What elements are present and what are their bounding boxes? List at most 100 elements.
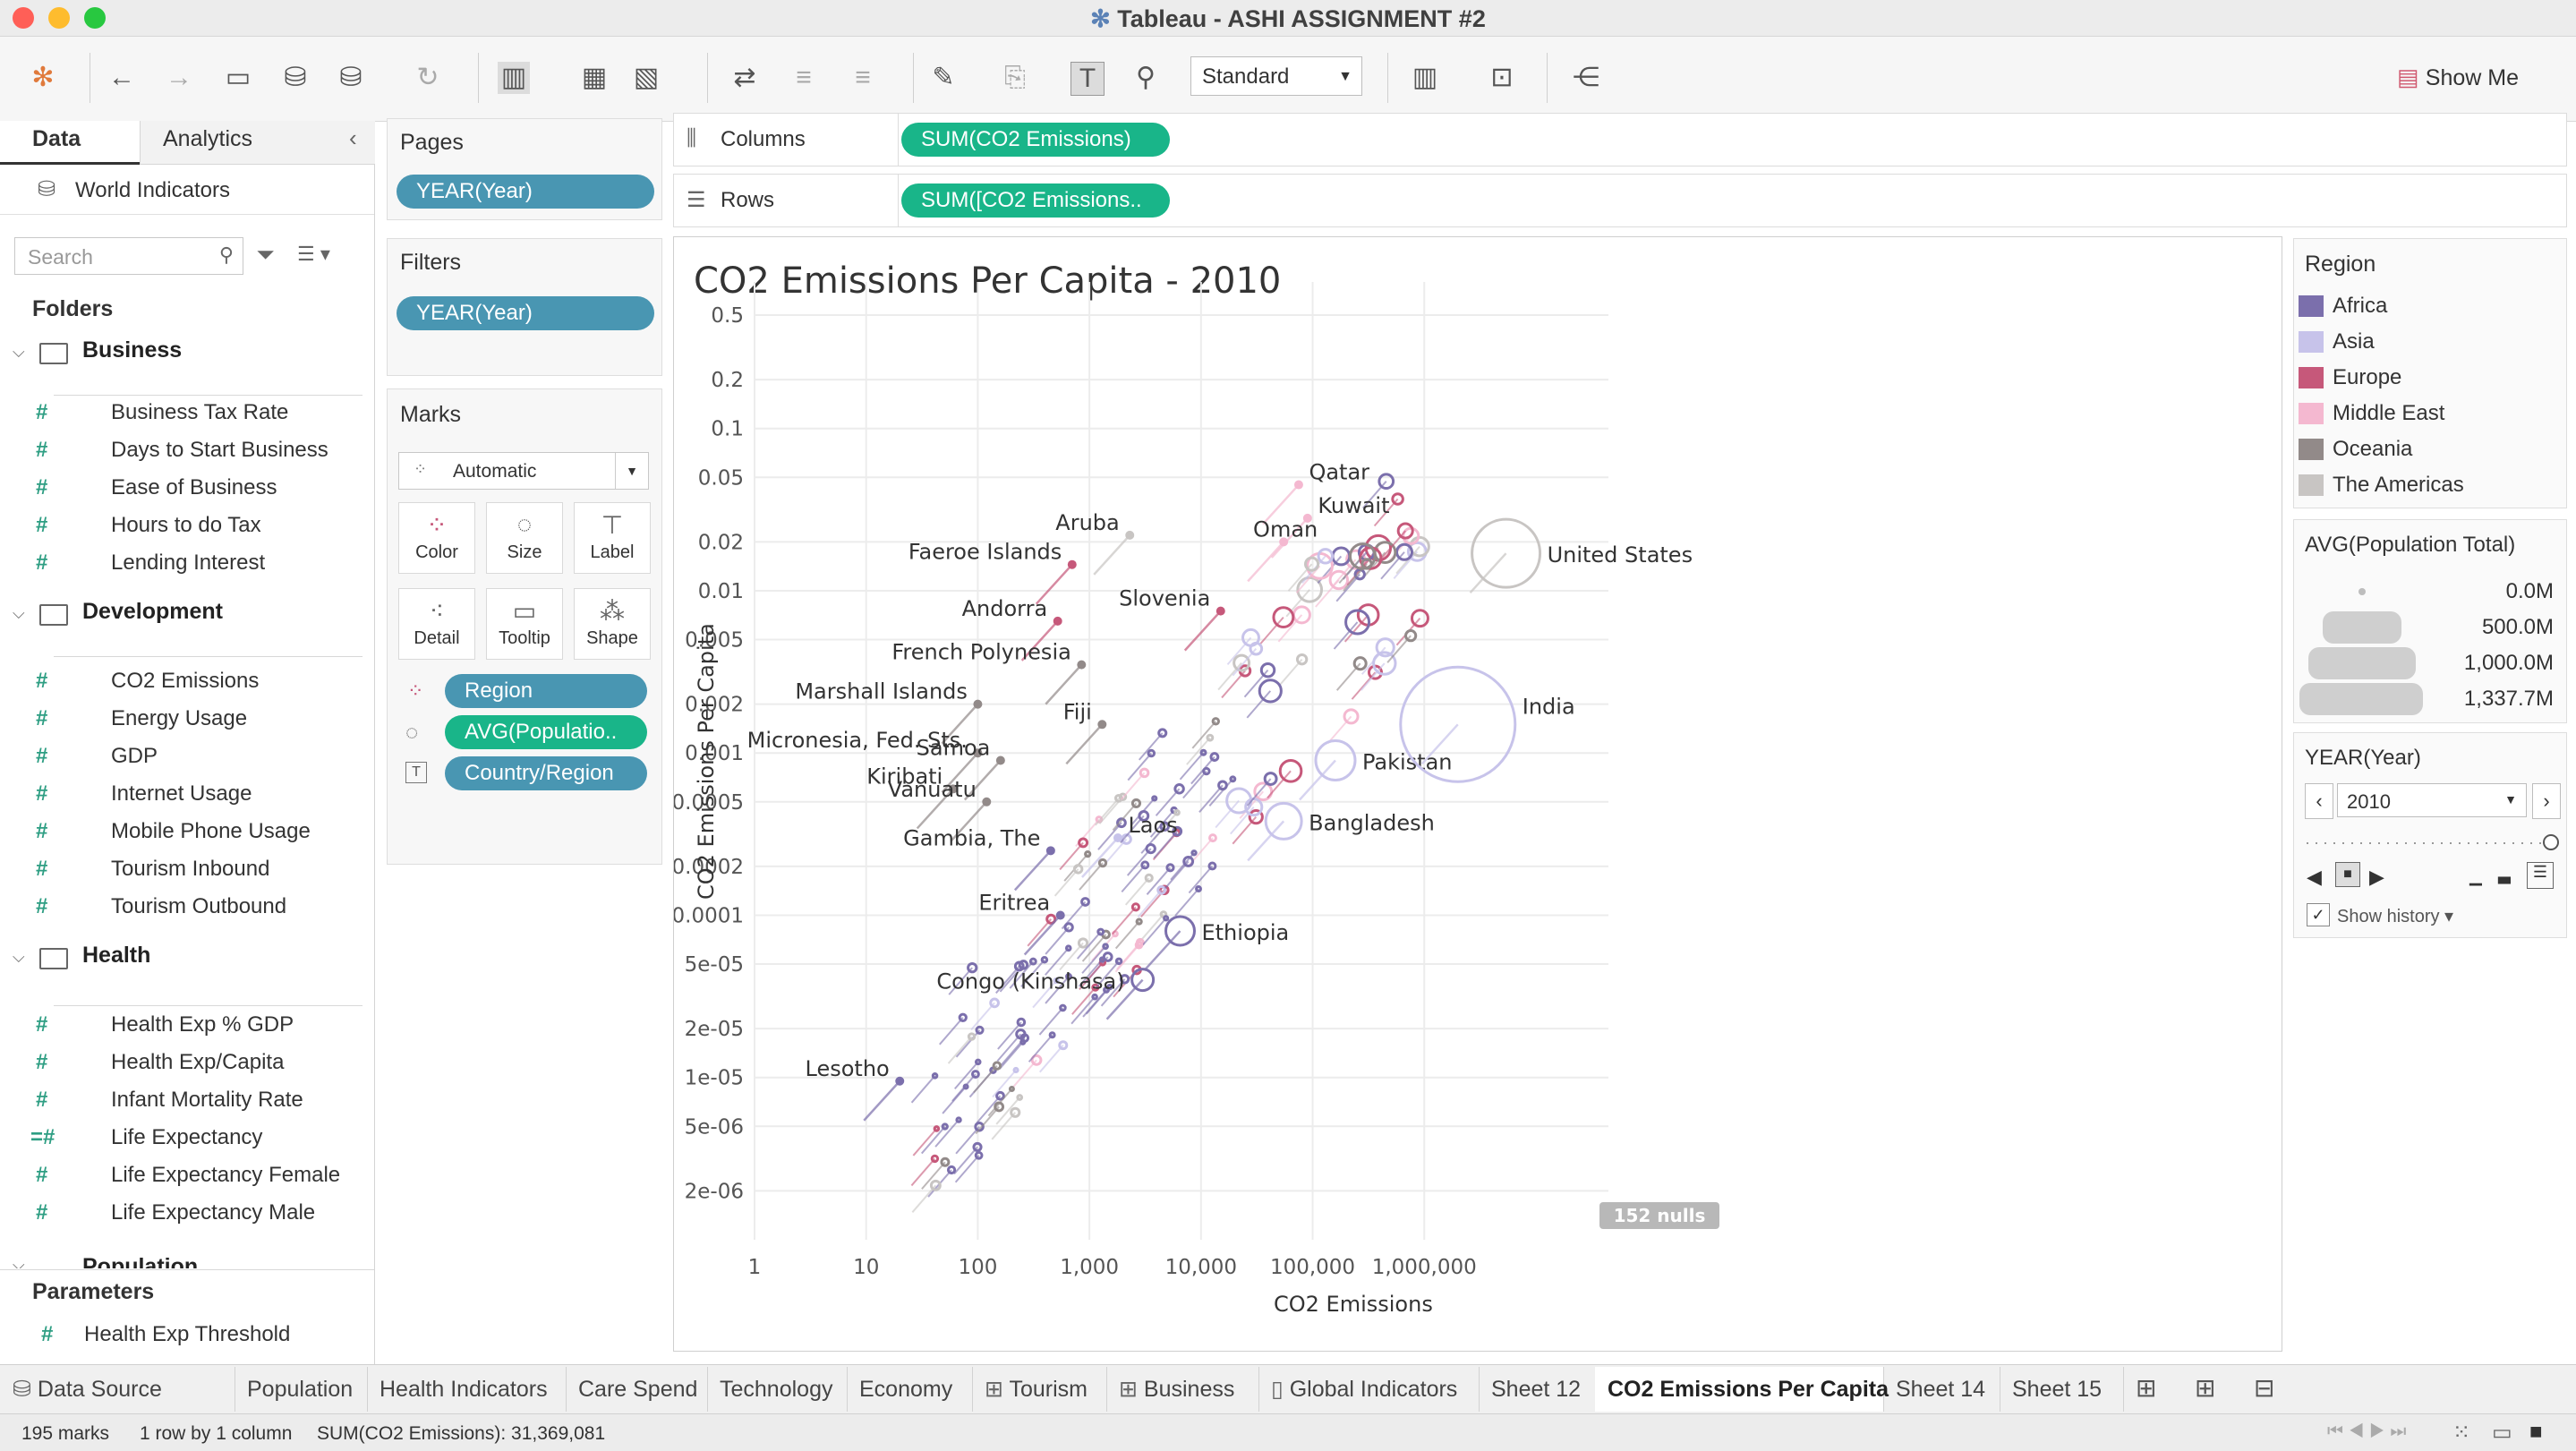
filmstrip-view-icon[interactable]: ▭ xyxy=(2492,1421,2512,1445)
field-energy-usage[interactable]: Energy Usage xyxy=(111,706,248,730)
tab-sheet-15[interactable]: Sheet 15 xyxy=(2000,1367,2124,1412)
field-days-to-start-business[interactable]: Days to Start Business xyxy=(111,438,328,462)
size-button[interactable]: ◌ Size xyxy=(486,502,563,574)
speed-slow-button[interactable]: ▁ xyxy=(2469,867,2482,885)
legend-swatch-the-americas[interactable] xyxy=(2299,474,2324,496)
parameter-health-exp-threshold[interactable]: Health Exp Threshold xyxy=(84,1322,291,1346)
nulls-badge[interactable]: 152 nulls xyxy=(1599,1202,1719,1229)
collapse-health-icon[interactable]: ⌵ xyxy=(13,948,25,966)
search-input[interactable]: Search ⚲ xyxy=(14,237,243,275)
mark-faeroe-islands[interactable] xyxy=(1067,559,1077,569)
detail-button[interactable]: ⁖ Detail xyxy=(398,588,475,660)
year-select[interactable]: 2010 ▼ xyxy=(2337,783,2527,817)
tab-business[interactable]: ⊞ Business xyxy=(1106,1367,1259,1412)
previous-year-button[interactable]: ‹ xyxy=(2305,783,2333,819)
mark-ethiopia[interactable] xyxy=(1164,915,1196,947)
tab-sheet-12[interactable]: Sheet 12 xyxy=(1479,1367,1596,1412)
mark-french-polynesia[interactable] xyxy=(1077,660,1087,670)
columns-pill[interactable]: SUM(CO2 Emissions) xyxy=(901,123,1170,157)
tab-co2-emissions-per-capita[interactable]: CO2 Emissions Per Capita xyxy=(1595,1367,1889,1412)
mark-aruba[interactable] xyxy=(1125,530,1135,540)
new-dashboard-tab-icon[interactable]: ⊞ xyxy=(2195,1374,2216,1402)
minimize-window-button[interactable] xyxy=(48,7,70,29)
mark-pakistan[interactable] xyxy=(1314,739,1357,782)
scatter-chart[interactable]: CO2 Emissions Per Capita - 2010 Qatar Uni… xyxy=(672,237,2282,1351)
field-health-exp-capita[interactable]: Health Exp/Capita xyxy=(111,1050,285,1074)
field-life-expectancy-female[interactable]: Life Expectancy Female xyxy=(111,1163,341,1187)
new-datasource-icon[interactable]: ⛁ xyxy=(284,63,307,92)
refresh-icon[interactable]: ↻ xyxy=(416,63,439,92)
mark-india[interactable] xyxy=(1399,665,1517,783)
clear-sheet-icon[interactable]: ▧ xyxy=(633,63,660,92)
legend-swatch-middle-east[interactable] xyxy=(2299,403,2324,424)
legend-item-africa[interactable]: Africa xyxy=(2333,294,2388,318)
show-history-checkbox[interactable]: ✓ xyxy=(2307,903,2330,926)
mark-united-states[interactable] xyxy=(1471,517,1542,589)
new-worksheet-tab-icon[interactable]: ⊞ xyxy=(2136,1374,2157,1402)
sort-descending-icon[interactable]: ≡ xyxy=(855,63,871,92)
mark-marshall-islands[interactable] xyxy=(973,699,983,709)
collapse-development-icon[interactable]: ⌵ xyxy=(13,604,25,622)
folder-business[interactable]: Business xyxy=(82,337,183,363)
redo-icon[interactable]: → xyxy=(166,63,192,92)
close-window-button[interactable] xyxy=(13,7,34,29)
field-ease-of-business[interactable]: Ease of Business xyxy=(111,475,277,499)
tooltip-button[interactable]: ▭ Tooltip xyxy=(486,588,563,660)
tab-data-source[interactable]: ⛁ Data Source xyxy=(0,1367,235,1412)
field-tourism-inbound[interactable]: Tourism Inbound xyxy=(111,857,270,881)
field-hours-to-do-tax[interactable]: Hours to do Tax xyxy=(111,513,261,537)
tab-analytics[interactable]: Analytics xyxy=(163,126,253,151)
collapse-pane-icon[interactable]: ‹ xyxy=(349,124,357,151)
tab-population[interactable]: Population xyxy=(235,1367,368,1412)
sheet-sorter-view-icon[interactable]: ⁙ xyxy=(2452,1421,2471,1445)
region-pill[interactable]: Region xyxy=(445,674,647,708)
datasource-name[interactable]: World Indicators xyxy=(75,178,230,202)
legend-item-asia[interactable]: Asia xyxy=(2333,329,2375,354)
next-year-button[interactable]: › xyxy=(2532,783,2561,819)
mark-andorra[interactable] xyxy=(1053,616,1062,626)
filters-year-pill[interactable]: YEAR(Year) xyxy=(397,296,654,330)
field-lending-interest[interactable]: Lending Interest xyxy=(111,551,266,575)
speed-fast-button[interactable]: ☰ xyxy=(2527,862,2554,889)
show-cards-icon[interactable]: ▥ xyxy=(1412,63,1438,92)
tab-care-spend[interactable]: Care Spend xyxy=(566,1367,708,1412)
mark-bangladesh[interactable] xyxy=(1264,801,1303,841)
speed-medium-button[interactable]: ▃ xyxy=(2498,866,2511,883)
legend-swatch-europe[interactable] xyxy=(2299,367,2324,388)
field-co2-emissions[interactable]: CO2 Emissions xyxy=(111,669,260,693)
stop-button[interactable]: ■ xyxy=(2335,862,2360,887)
rows-pill[interactable]: SUM([CO2 Emissions.. xyxy=(901,184,1170,218)
population-pill[interactable]: AVG(Populatio.. xyxy=(445,715,647,749)
field-health-exp-gdp[interactable]: Health Exp % GDP xyxy=(111,1012,294,1037)
mark-type-select[interactable]: ⁘ Automatic ▼ xyxy=(398,452,649,490)
field-business-tax-rate[interactable]: Business Tax Rate xyxy=(111,400,289,424)
country-region-pill[interactable]: Country/Region xyxy=(445,756,647,790)
mark-lesotho[interactable] xyxy=(895,1076,905,1086)
mark-congo-kinshasa-[interactable] xyxy=(1130,968,1156,993)
duplicate-sheet-icon[interactable]: ▦ xyxy=(581,63,608,92)
sort-ascending-icon[interactable]: ≡ xyxy=(796,63,812,92)
field-life-expectancy[interactable]: Life Expectancy xyxy=(111,1125,263,1149)
group-members-icon[interactable]: ⎘ xyxy=(1004,63,1026,92)
field-life-expectancy-male[interactable]: Life Expectancy Male xyxy=(111,1200,316,1225)
mark-kiribati[interactable] xyxy=(948,784,958,794)
mark-vanuatu[interactable] xyxy=(982,797,992,807)
show-mark-labels-icon[interactable]: T xyxy=(1070,62,1105,96)
legend-item-the-americas[interactable]: The Americas xyxy=(2333,473,2464,497)
columns-shelf[interactable]: ⫼ Columns SUM(CO2 Emissions) xyxy=(673,113,2567,166)
zoom-window-button[interactable] xyxy=(84,7,106,29)
mark-gambia-the[interactable] xyxy=(1045,846,1055,856)
field-tourism-outbound[interactable]: Tourism Outbound xyxy=(111,894,287,918)
mark-kuwait[interactable] xyxy=(1302,513,1312,523)
pages-year-pill[interactable]: YEAR(Year) xyxy=(397,175,654,209)
legend-swatch-africa[interactable] xyxy=(2299,295,2324,317)
play-forward-button[interactable]: ▶ xyxy=(2369,866,2384,888)
mark-laos[interactable] xyxy=(1113,832,1122,842)
legend-item-oceania[interactable]: Oceania xyxy=(2333,437,2413,461)
collapse-business-icon[interactable]: ⌵ xyxy=(13,343,25,361)
mark-qatar[interactable] xyxy=(1293,480,1303,490)
legend-item-europe[interactable]: Europe xyxy=(2333,365,2402,389)
folder-population[interactable]: Population xyxy=(82,1254,199,1268)
pause-updates-icon[interactable]: ⛁ xyxy=(339,63,363,92)
legend-swatch-asia[interactable] xyxy=(2299,331,2324,353)
